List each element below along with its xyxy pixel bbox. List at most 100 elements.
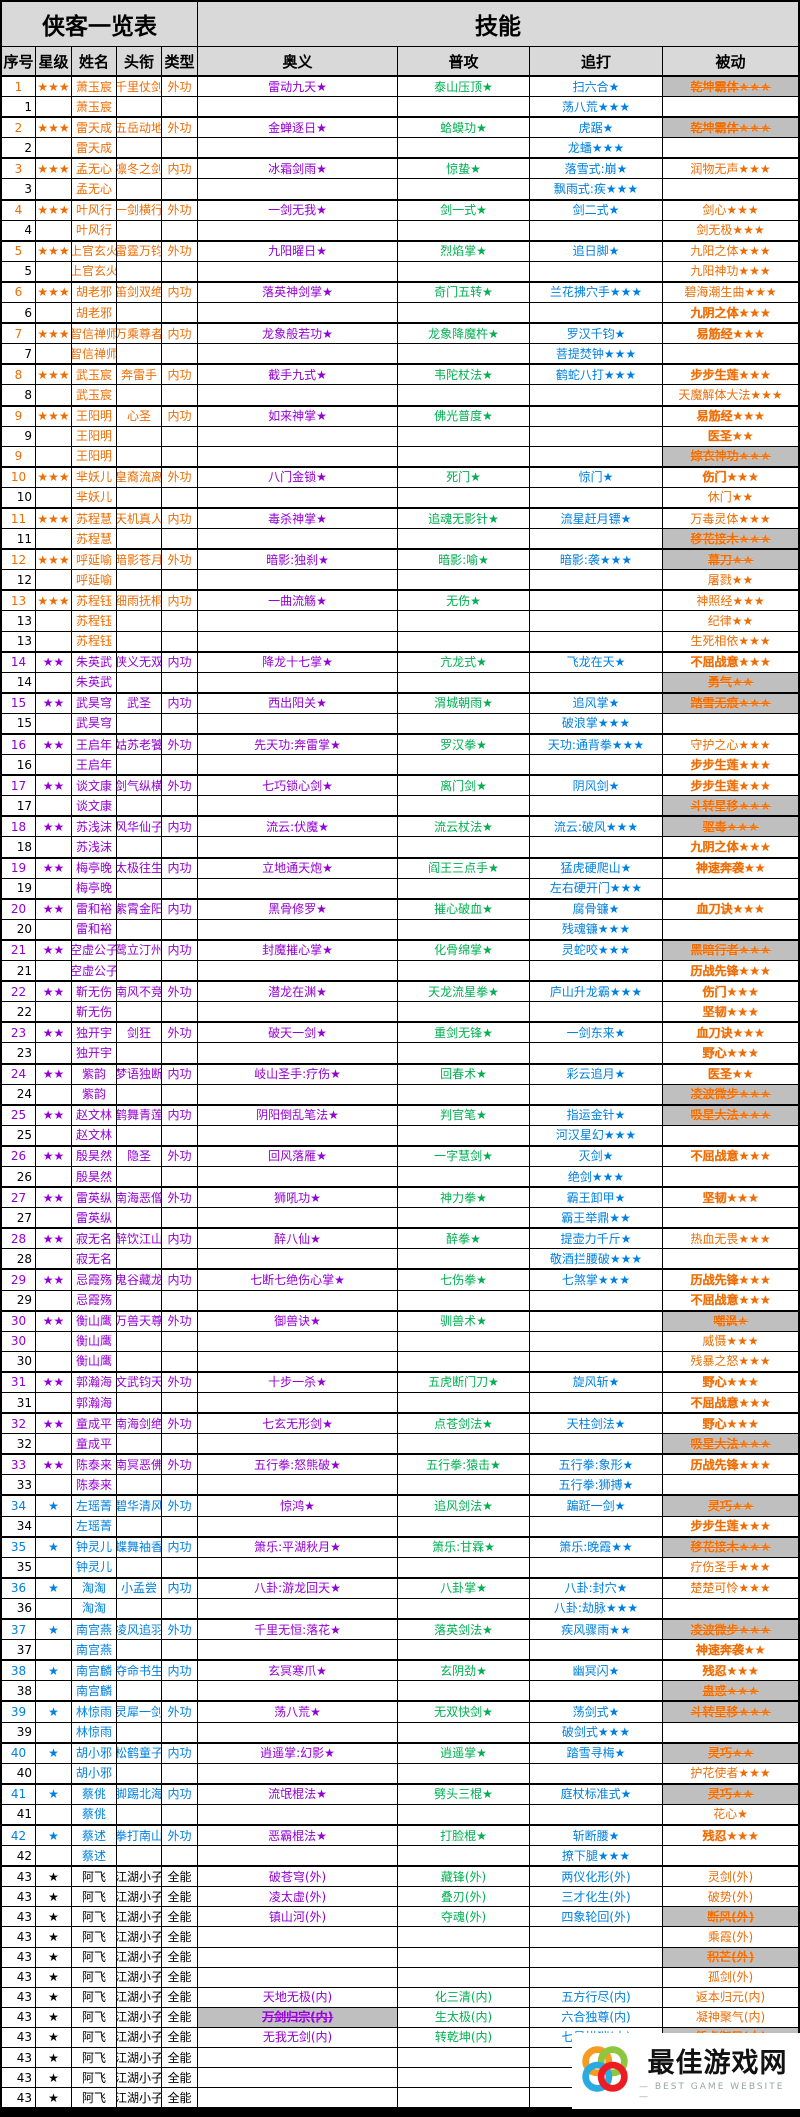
- cell-skill-zhuida: 左右硬开门★★★: [530, 878, 663, 898]
- cell-skill-aoyi: [198, 878, 398, 898]
- cell-index: 4: [2, 220, 36, 240]
- cell-skill-zhuida: [530, 1043, 663, 1063]
- table-row: 32 童成平 吸星大法★★★: [2, 1433, 798, 1454]
- cell-skill-pugong: 打脸棍★: [398, 1825, 530, 1846]
- cell-index: 13: [2, 591, 36, 611]
- table-row: 16 ★★ 王启年 姑苏老饕 外功 先天功:奔雷掌★ 罗汉拳★ 天功:通背拳★★★ 守护之心★★…: [2, 733, 798, 755]
- cell-skill-zhuida: 箫乐:晚霞★★: [530, 1537, 663, 1557]
- cell-skill-zhuida: 霸王举鼎★★: [530, 1208, 663, 1228]
- cell-skill-zhuida: 鹤蛇八打★★★: [530, 365, 663, 385]
- cell-name: 阿飞: [72, 2068, 117, 2088]
- table-row: 30 ★★ 衡山鹰 万兽天尊 外功 御兽诀★ 驯兽术★ 嘲讽★: [2, 1309, 798, 1331]
- cell-index: 20: [2, 919, 36, 939]
- cell-name: 谈文康: [72, 796, 117, 816]
- cell-index: 23: [2, 1023, 36, 1043]
- cell-type: 全能: [162, 2007, 198, 2027]
- cell-skill-zhuida: 追风掌★: [530, 693, 663, 713]
- cell-stars: [36, 1846, 72, 1866]
- table-row: 12 ★★★ 呼延喻 暗影苍月 外功 暗影:独刹★ 暗影:喻★ 暗影:袭★★★ 幕刀★★: [2, 548, 798, 570]
- cell-skill-pugong: 蛤蟆功★: [398, 118, 530, 138]
- cell-index: 5: [2, 241, 36, 261]
- table-row: 30 衡山鹰 威慑★★★: [2, 1330, 798, 1351]
- cell-skill-aoyi: [198, 1351, 398, 1371]
- cell-skill-aoyi: [198, 2048, 398, 2068]
- cell-type: 全能: [162, 1967, 198, 1987]
- cell-name: 胡小邪: [72, 1763, 117, 1783]
- cell-skill-pugong: [398, 1002, 530, 1022]
- cell-stars: ★★★: [36, 550, 72, 570]
- cell-skill-beidong: 吸星大法★★★: [663, 1105, 798, 1125]
- cell-skill-pugong: 五行拳:猿击★: [398, 1455, 530, 1475]
- table-row: 43 ★ 阿飞 江湖小子 全能 万剑归宗(内) 生太极(内) 六合独尊(内) 凝神聚气(内): [2, 2006, 798, 2027]
- table-row: 37 南宫燕 神速奔袭★★: [2, 1639, 798, 1660]
- cell-index: 28: [2, 1229, 36, 1249]
- cell-skill-beidong: [663, 920, 798, 939]
- column-header-zhuida: 追打: [530, 47, 663, 75]
- cell-skill-aoyi: 五行拳:怒熊破★: [198, 1455, 398, 1475]
- table-row: 22 靳无伤 坚韧★★★: [2, 1001, 798, 1022]
- column-header-beidong: 被动: [715, 52, 746, 71]
- cell-title: [117, 344, 162, 364]
- cell-skill-aoyi: 千里无恒:落花★: [198, 1620, 398, 1640]
- cell-title: 江湖小子: [117, 2088, 162, 2108]
- cell-skill-zhuida: [530, 1763, 663, 1783]
- cell-skill-zhuida: 五行拳:象形★: [530, 1455, 663, 1475]
- cell-skill-beidong: 九阳之体★★★: [690, 244, 771, 259]
- cell-skill-pugong: 劈头三棍★: [398, 1784, 530, 1804]
- cell-type: 外功: [162, 1496, 198, 1516]
- table-row: 2 雷天成 龙蟠★★★: [2, 137, 798, 158]
- cell-type: [162, 878, 198, 898]
- cell-skill-beidong: 步步生莲★★★: [690, 778, 771, 793]
- cell-skill-beidong: 孤剑(外): [707, 1970, 754, 1985]
- cell-skill-beidong: 医圣★★: [707, 1067, 754, 1082]
- cell-name: 武玉宸: [72, 365, 117, 385]
- cell-skill-beidong: 九阳神功★★★: [690, 264, 771, 279]
- cell-title: 脚踢北海: [117, 1784, 162, 1804]
- cell-skill-aoyi: 金蝉逐日★: [198, 118, 398, 138]
- cell-skill-zhuida: [530, 529, 663, 549]
- cell-index: 33: [2, 1455, 36, 1475]
- cell-name: 叶风行: [72, 220, 117, 240]
- cell-index: 38: [2, 1661, 36, 1681]
- cell-title: [117, 1002, 162, 1022]
- cell-title: [117, 1125, 162, 1145]
- cell-type: 外功: [162, 200, 198, 220]
- cell-index: 11: [2, 529, 36, 549]
- cell-skill-pugong: [398, 220, 530, 240]
- cell-index: 7: [2, 324, 36, 344]
- cell-stars: ★: [36, 1887, 72, 1907]
- cell-stars: [36, 261, 72, 281]
- cell-skill-aoyi: [198, 446, 398, 466]
- cell-title: [117, 570, 162, 590]
- cell-skill-beidong: 楚楚可怜★★★: [690, 1581, 771, 1596]
- cell-skill-zhuida: 霸王卸甲★: [530, 1188, 663, 1208]
- cell-skill-zhuida: 指运金针★: [530, 1105, 663, 1125]
- cell-stars: [36, 1290, 72, 1310]
- cell-skill-aoyi: [198, 1722, 398, 1742]
- cell-skill-pugong: [398, 570, 530, 590]
- cell-title: 姑苏老饕: [117, 735, 162, 755]
- cell-skill-pugong: 神力拳★: [398, 1188, 530, 1208]
- cell-name: 郭瀚海: [72, 1393, 117, 1413]
- cell-type: [162, 570, 198, 590]
- cell-skill-pugong: 阎王三点手★: [398, 858, 530, 878]
- cell-skill-pugong: [398, 837, 530, 857]
- cell-index: 18: [2, 817, 36, 837]
- cell-index: 7: [2, 344, 36, 364]
- cell-title: 江湖小子: [117, 1967, 162, 1987]
- cell-skill-zhuida: [530, 1002, 663, 1022]
- cell-title: 暗影苍月: [117, 550, 162, 570]
- cell-index: 43: [2, 2068, 36, 2088]
- cell-stars: [36, 1475, 72, 1495]
- cell-title: [117, 1331, 162, 1351]
- cell-skill-zhuida: [530, 796, 663, 816]
- cell-skill-beidong: 移花接木★★★: [663, 1537, 798, 1557]
- cell-type: [162, 1763, 198, 1783]
- table-row: 43 ★ 阿飞 江湖小子 全能 天地无极(内) 化三清(内) 五方行尽(内) 返本归元(内): [2, 1986, 798, 2007]
- cell-skill-pugong: [398, 1125, 530, 1145]
- cell-index: 16: [2, 735, 36, 755]
- cell-skill-zhuida: 飞龙在天★: [530, 652, 663, 672]
- cell-type: [162, 1557, 198, 1577]
- cell-type: 内功: [162, 1105, 198, 1125]
- cell-skill-pugong: [398, 672, 530, 692]
